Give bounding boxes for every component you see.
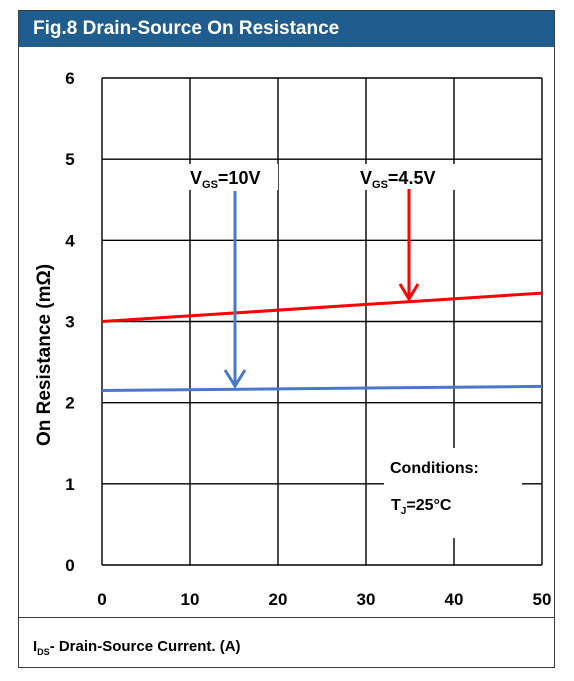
- vgs10-rest: =10V: [218, 168, 261, 188]
- y-tick-label-2: 2: [65, 394, 74, 413]
- x-axis-label: IDS- Drain-Source Current. (A): [19, 617, 554, 667]
- x-tick-label-0: 0: [97, 590, 106, 609]
- series-line-0: [101, 291, 543, 323]
- y-tick-label-0: 0: [65, 556, 74, 575]
- vgs45-rest: =4.5V: [388, 168, 436, 188]
- vgs10-arrow-head: [223, 369, 247, 389]
- vgs45-label-bg: [356, 164, 456, 190]
- y-tick-label-6: 6: [65, 69, 74, 88]
- vgs10-main: V: [190, 168, 202, 188]
- series-group: [101, 291, 543, 392]
- y-tick-label-3: 3: [65, 313, 74, 332]
- x-axis-label-rest: - Drain-Source Current. (A): [49, 638, 241, 655]
- x-tick-label-3: 30: [357, 590, 376, 609]
- y-tick-label-4: 4: [65, 231, 75, 250]
- vgs10-label: VGS=10V: [190, 168, 260, 191]
- vgs45-main: V: [360, 168, 372, 188]
- y-tick-label-5: 5: [65, 150, 74, 169]
- vgs45-arrow-head: [398, 283, 420, 302]
- vgs10-label-bg: [186, 164, 278, 190]
- conditions-box: [384, 448, 522, 538]
- x-tick-label-2: 20: [269, 590, 288, 609]
- x-tick-label-5: 50: [533, 590, 552, 609]
- x-axis-label-sub: DS: [37, 647, 50, 657]
- y-axis-label: On Resistance (mΩ): [34, 264, 55, 446]
- conditions-title: Conditions:: [390, 460, 479, 477]
- y-tick-label-1: 1: [65, 475, 74, 494]
- conditions-temp-sub: J: [401, 506, 407, 517]
- conditions-temp: TJ=25°C: [391, 497, 452, 517]
- conditions-temp-rest: =25°C: [406, 497, 452, 514]
- vgs45-label: VGS=4.5V: [360, 168, 435, 191]
- series-line-1: [101, 384, 543, 392]
- conditions-temp-main: T: [391, 497, 401, 514]
- tick-labels: 0 10 20 30 40 50 0 1 2 3 4 5 6: [65, 69, 551, 609]
- vgs10-arrow: [223, 191, 247, 389]
- figure-title: Fig.8 Drain-Source On Resistance: [19, 11, 554, 47]
- x-tick-label-1: 10: [181, 590, 200, 609]
- vgs45-sub: GS: [372, 179, 388, 191]
- figure-frame: Fig.8 Drain-Source On Resistance IDS- Dr…: [18, 10, 555, 668]
- x-tick-label-4: 40: [445, 590, 464, 609]
- vgs10-sub: GS: [202, 179, 218, 191]
- vgs45-arrow: [398, 189, 420, 302]
- x-axis-label-main: I: [33, 638, 38, 655]
